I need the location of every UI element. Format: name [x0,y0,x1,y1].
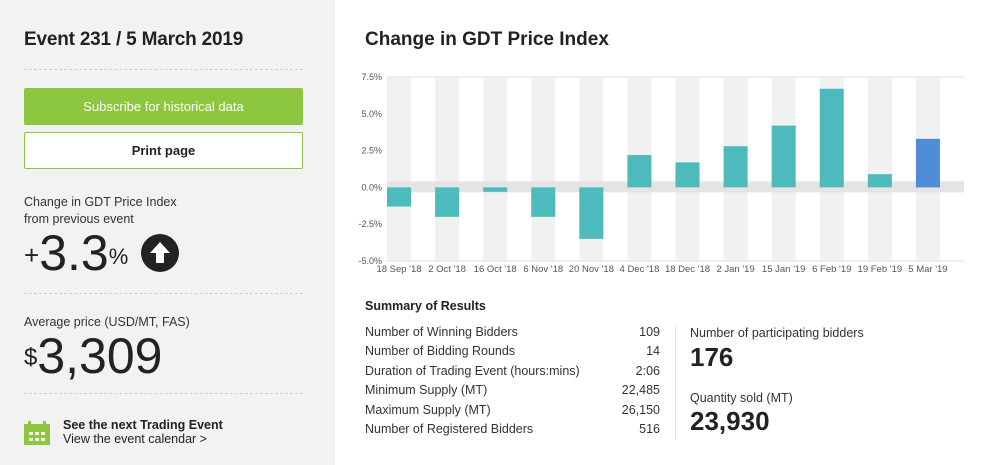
summary-row: Number of Bidding Rounds 14 [365,344,660,363]
event-calendar-link[interactable]: View the event calendar > [63,432,207,446]
change-sublabel: from previous event [24,212,134,226]
summary-row-label: Maximum Supply (MT) [365,402,491,417]
summary-row-value: 14 [646,344,660,359]
sidebar: Event 231 / 5 March 2019 Subscribe for h… [0,0,335,465]
x-tick-label: 15 Jan '19 [762,264,806,275]
chart-title: Change in GDT Price Index [365,29,609,50]
summary-row-value: 22,485 [621,383,660,398]
x-tick-label: 18 Sep '18 [376,264,421,275]
bar [579,187,604,239]
summary-row-label: Number of Registered Bidders [365,422,534,436]
subscribe-button[interactable]: Subscribe for historical data [24,88,303,125]
summary-row-value: 26,150 [621,402,660,417]
bar [915,138,940,188]
grid-band [435,77,460,261]
grid-band [387,77,412,261]
summary-row: Duration of Trading Event (hours:mins) 2:… [365,364,660,383]
event-title: Event 231 / 5 March 2019 [24,29,244,50]
avg-price-block: $3,309 [24,331,162,381]
summary-row-label: Number of Bidding Rounds [365,344,516,359]
summary-row-value: 516 [639,422,660,436]
participating-label: Number of participating bidders [690,326,864,340]
grid-band [531,77,556,261]
y-tick-label: 7.5% [361,72,382,82]
summary-row-value: 109 [639,325,660,339]
summary-row: Number of Registered Bidders 516 [365,422,660,441]
y-tick-label: -2.5% [358,219,382,229]
x-tick-label: 20 Nov '18 [569,264,614,275]
change-value-block: +3.3% [24,228,128,286]
y-tick-label: -5.0% [358,256,382,266]
bar [435,187,460,217]
summary-row-label: Number of Winning Bidders [365,325,518,339]
change-label: Change in GDT Price Index [24,195,177,209]
avg-price-currency: $ [24,344,38,371]
divider [675,325,676,440]
summary-row-label: Duration of Trading Event (hours:mins) [365,363,580,378]
x-tick-label: 5 Mar '19 [908,264,947,275]
calendar-icon[interactable] [24,421,50,445]
next-event-title: See the next Trading Event [63,418,223,432]
x-tick-label: 18 Dec '18 [665,264,710,275]
divider [24,393,303,394]
divider [24,69,303,70]
bar [531,187,556,217]
change-value: 3.3 [39,225,109,281]
bar [483,187,508,192]
y-tick-label: 0.0% [361,182,382,192]
summary-row: Minimum Supply (MT) 22,485 [365,383,660,402]
y-tick-label: 2.5% [361,146,382,156]
divider [24,293,303,294]
avg-price-label: Average price (USD/MT, FAS) [24,315,190,329]
summary-row-value: 2:06 [635,363,660,378]
bar [771,125,796,188]
grid-band [867,77,892,261]
change-unit: % [108,244,129,269]
quantity-value: 23,930 [690,406,770,436]
arrow-up-icon [141,234,179,272]
bar [387,187,412,207]
bar [819,88,844,188]
summary-row: Number of Winning Bidders 109 [365,325,660,344]
summary-title: Summary of Results [365,299,486,313]
summary-row-label: Minimum Supply (MT) [365,383,488,398]
print-button[interactable]: Print page [24,132,303,169]
y-tick-label: 5.0% [361,109,382,119]
summary-row: Maximum Supply (MT) 26,150 [365,403,660,422]
bar [867,174,892,188]
grid-band [483,77,508,261]
x-tick-label: 2 Jan '19 [716,264,754,275]
x-tick-label: 19 Feb '19 [858,264,903,275]
avg-price-value: 3,309 [37,328,163,384]
bar [627,155,652,188]
x-tick-label: 6 Nov '18 [523,264,563,275]
price-index-chart: 7.5% 5.0% 2.5% 0.0% -2.5% -5.0%18 Sep '18 2 Oc… [358,72,964,275]
bar [675,162,700,188]
x-tick-label: 6 Feb '19 [812,264,851,275]
x-tick-label: 2 Oct '18 [428,264,466,275]
bar [723,146,748,188]
change-sign: + [24,240,40,270]
quantity-label: Quantity sold (MT) [690,391,793,405]
participating-value: 176 [690,342,734,372]
x-tick-label: 4 Dec '18 [620,264,660,275]
x-tick-label: 16 Oct '18 [474,264,517,275]
